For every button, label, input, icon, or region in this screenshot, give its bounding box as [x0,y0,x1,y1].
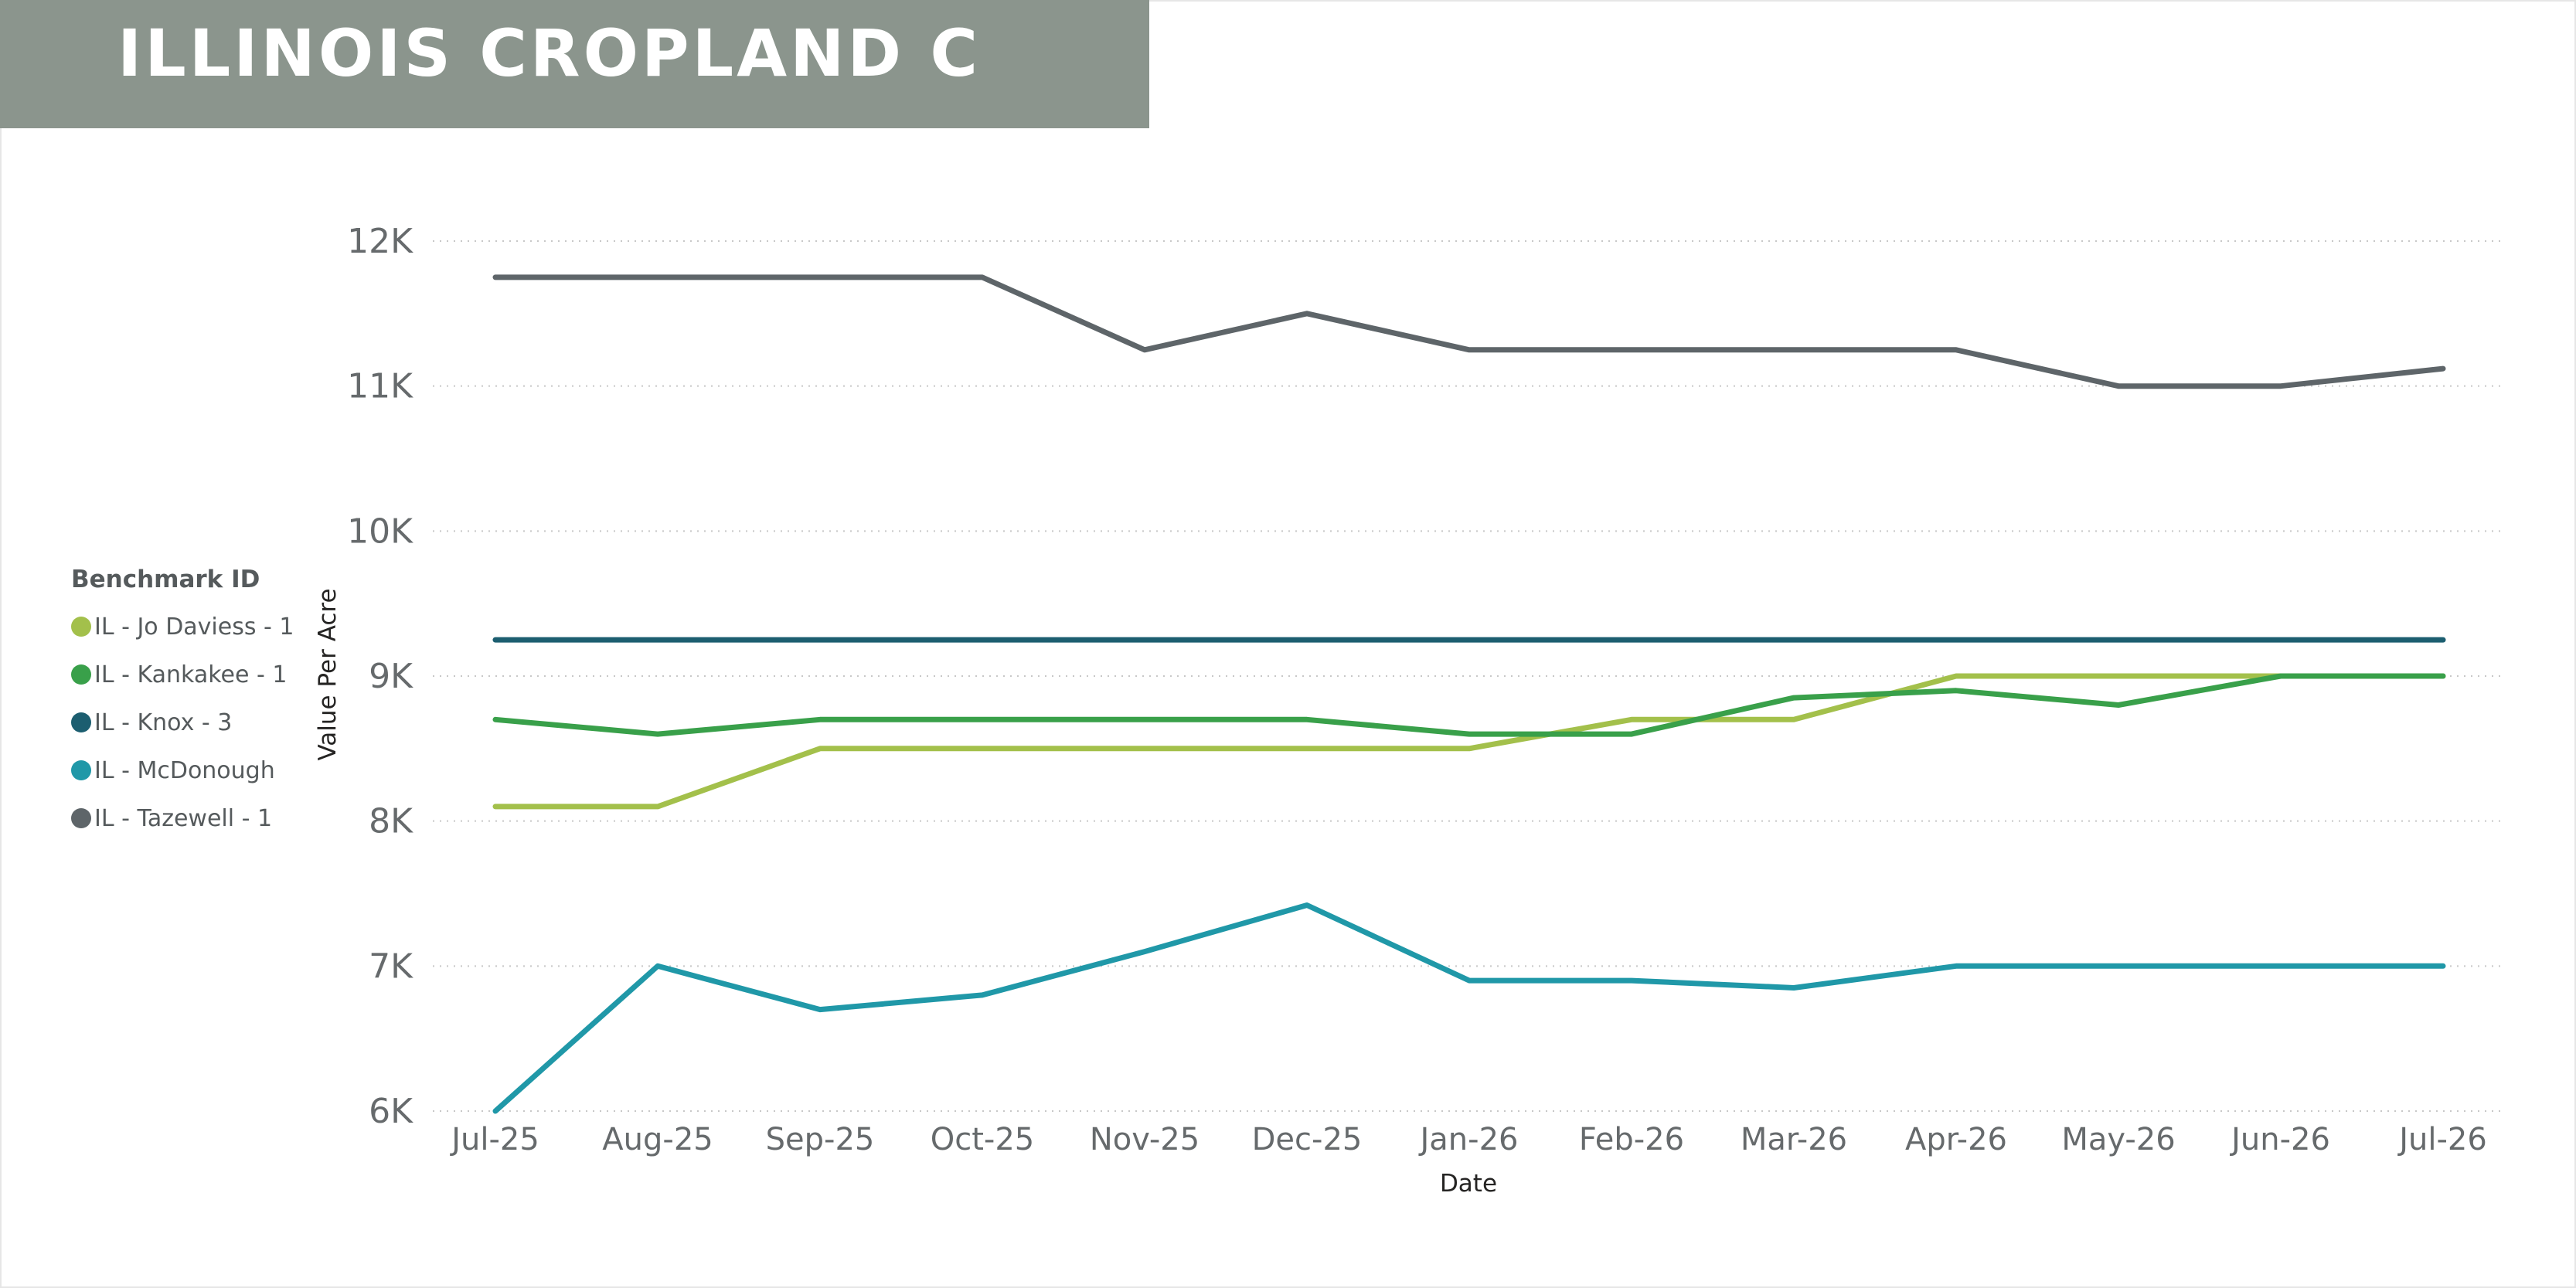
series-line[interactable] [492,673,2446,737]
x-tick-label: Aug-25 [602,1122,713,1157]
legend-items: IL - Jo Daviess - 1 IL - Kankakee - 1 IL -… [71,603,294,842]
legend-marker-icon [71,617,91,637]
y-tick-label: 9K [369,657,413,696]
x-axis-ticks: Jul-25 Aug-25 Sep-25 Oct-25 Nov-25 Dec-25 Jan-… [449,1122,2487,1157]
legend-label: IL - Tazewell - 1 [94,804,273,832]
legend-marker-icon [71,808,91,828]
x-tick-label: Nov-25 [1090,1122,1200,1157]
x-tick-label: Sep-25 [766,1122,875,1157]
legend-label: IL - McDonough [94,756,275,784]
legend-marker-icon [71,664,91,685]
y-tick-label: 10K [347,511,413,551]
y-tick-label: 6K [369,1092,413,1131]
title-banner: ILLINOIS CROPLAND C [0,0,1149,128]
x-tick-label: Jul-25 [449,1122,539,1157]
x-tick-label: Dec-25 [1252,1122,1363,1157]
y-tick-label: 7K [369,946,413,986]
series-line[interactable] [492,274,2446,389]
x-tick-label: Jan-26 [1418,1122,1519,1157]
series-lines[interactable] [492,274,2446,1114]
x-tick-label: Mar-26 [1741,1122,1847,1157]
y-tick-label: 8K [369,802,413,841]
x-tick-label: May-26 [2061,1122,2175,1157]
legend-marker-icon [71,712,91,732]
page-title: ILLINOIS CROPLAND C [117,15,982,91]
x-tick-label: Apr-26 [1905,1122,2007,1157]
legend-item[interactable]: IL - Jo Daviess - 1 [71,603,294,651]
x-tick-label: Jul-26 [2397,1122,2487,1157]
legend-item[interactable]: IL - Tazewell - 1 [71,794,294,842]
legend-item[interactable]: IL - Knox - 3 [71,698,294,746]
legend-title: Benchmark ID [71,566,260,593]
x-tick-label: Oct-25 [931,1122,1035,1157]
y-axis-title: Value Per Acre [314,588,342,760]
chart-legend[interactable]: Benchmark ID IL - Jo Daviess - 1 IL - Kan… [71,566,294,842]
legend-item[interactable]: IL - Kankakee - 1 [71,651,294,698]
series-line[interactable] [492,902,2446,1114]
x-axis-title: Date [1440,1170,1497,1198]
x-tick-label: Feb-26 [1579,1122,1684,1157]
y-tick-label: 11K [347,367,413,406]
legend-label: IL - Jo Daviess - 1 [94,613,294,641]
y-tick-label: 12K [347,222,413,261]
y-axis-ticks: 6K 7K 8K 9K 10K 11K 12K [347,222,413,1131]
legend-label: IL - Kankakee - 1 [94,661,288,688]
legend-item[interactable]: IL - McDonough [71,746,294,794]
legend-marker-icon [71,760,91,780]
legend-label: IL - Knox - 3 [94,709,233,736]
x-tick-label: Jun-26 [2229,1122,2330,1157]
series-line[interactable] [492,673,2446,810]
